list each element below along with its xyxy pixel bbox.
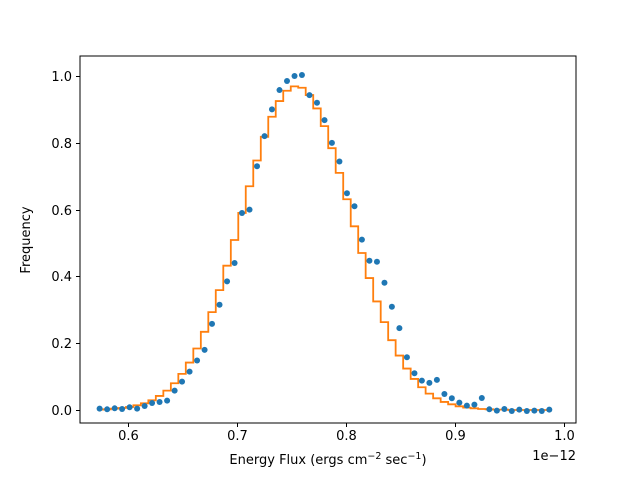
scatter-point (538, 407, 545, 414)
scatter-point (463, 402, 470, 409)
scatter-point (246, 206, 253, 213)
scatter-point (201, 346, 208, 353)
scatter-point (523, 407, 530, 414)
scatter-point (313, 99, 320, 106)
scatter-point (531, 407, 538, 414)
scatter-point (134, 405, 141, 412)
scatter-point (486, 406, 493, 413)
scatter-point (291, 73, 298, 80)
scatter-point (471, 401, 478, 408)
scatter-point (194, 357, 201, 364)
scatter-point (411, 370, 418, 377)
scatter-point (119, 405, 126, 412)
scatter-point (268, 106, 275, 113)
scatter-point (516, 406, 523, 413)
axes-frame (79, 55, 577, 424)
scatter-point (351, 203, 358, 210)
x-tick-label: 0.7 (227, 429, 248, 444)
x-tick-label: 0.8 (336, 429, 357, 444)
x-axis-label: Energy Flux (ergs cm−2 sec−1) (229, 451, 426, 468)
x-tick-label: 0.9 (445, 429, 466, 444)
y-tick-label: 1.0 (51, 70, 72, 85)
scatter-point (171, 387, 178, 394)
scatter-point (164, 397, 171, 404)
x-tick-label: 0.6 (118, 429, 139, 444)
scatter-point (366, 257, 373, 264)
scatter-point (96, 405, 103, 412)
scatter-point (478, 394, 485, 401)
x-tick-label: 1.0 (554, 429, 575, 444)
x-axis-offset-label: 1e−12 (532, 449, 576, 464)
scatter-point (508, 407, 515, 414)
scatter-point (231, 260, 238, 267)
scatter-point (238, 209, 245, 216)
scatter-point (433, 376, 440, 383)
scatter-point (216, 301, 223, 308)
scatter-point (306, 92, 313, 99)
scatter-point (224, 278, 231, 285)
y-tick-label: 0.2 (51, 337, 72, 352)
scatter-point (373, 258, 380, 265)
scatter-point (156, 398, 163, 405)
scatter-point (388, 303, 395, 310)
scatter-point (396, 325, 403, 332)
y-tick-label: 0.4 (51, 270, 72, 285)
scatter-point (276, 87, 283, 94)
scatter-point (261, 133, 268, 140)
y-tick-label: 0.8 (51, 137, 72, 152)
y-tick-label: 0.6 (51, 204, 72, 219)
scatter-point (126, 404, 133, 411)
scatter-point (441, 390, 448, 397)
scatter-point (284, 78, 291, 85)
scatter-point (186, 368, 193, 375)
plot-area: 0.6 0.7 0.8 0.9 1.0 0.0 0.2 0.4 0.6 0.8 1.0 (51, 55, 577, 444)
scatter-point (149, 399, 156, 406)
scatter-point (111, 405, 118, 412)
scatter-point (501, 405, 508, 412)
histogram-step-line (99, 85, 550, 411)
scatter-point (336, 158, 343, 165)
scatter-point (343, 190, 350, 197)
y-axis-label: Frequency (19, 206, 34, 273)
scatter-point (298, 72, 305, 79)
scatter-point (321, 117, 328, 124)
scatter-point (448, 395, 455, 402)
scatter-point (179, 378, 186, 385)
scatter-point (141, 402, 148, 409)
scatter-point (418, 377, 425, 384)
scatter-point (328, 139, 335, 146)
scatter-point (546, 406, 553, 413)
scatter-point (493, 407, 500, 414)
scatter-point (381, 279, 388, 286)
scatter-point (456, 399, 463, 406)
scatter-point (403, 354, 410, 361)
scatter-point (209, 320, 216, 327)
y-tick-label: 0.0 (51, 404, 72, 419)
scatter-point (254, 163, 261, 170)
scatter-point (426, 379, 433, 386)
scatter-point (358, 236, 365, 243)
scatter-point (104, 406, 111, 413)
